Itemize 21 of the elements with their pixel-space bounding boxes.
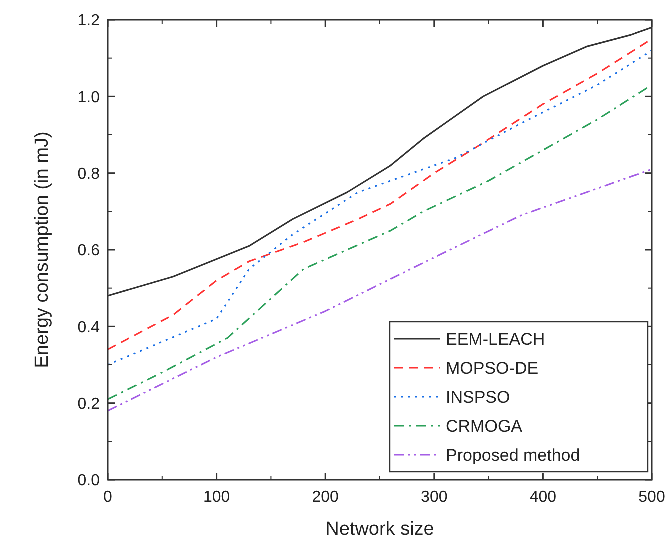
x-tick-label: 300 bbox=[421, 489, 448, 506]
legend-label: INSPSO bbox=[446, 388, 510, 407]
x-tick-label: 100 bbox=[203, 489, 230, 506]
y-tick-label: 0.6 bbox=[78, 242, 100, 260]
x-tick-label: 200 bbox=[312, 489, 340, 506]
legend-label: EEM-LEACH bbox=[446, 330, 546, 349]
x-tick-label: 500 bbox=[638, 489, 666, 506]
x-tick-label: 400 bbox=[530, 489, 557, 506]
x-axis-title: Network size bbox=[326, 519, 434, 540]
legend-label: Proposed method bbox=[446, 446, 580, 465]
y-tick-label: 0.0 bbox=[78, 472, 100, 490]
y-tick-label: 0.4 bbox=[78, 319, 100, 336]
line-series bbox=[107, 168, 653, 412]
y-tick-label: 1.2 bbox=[78, 12, 100, 30]
x-tick-label: 0 bbox=[104, 489, 113, 506]
legend-label: MOPSO-DE bbox=[446, 358, 539, 378]
y-tick-label: 0.2 bbox=[78, 396, 100, 413]
legend-label: CRMOGA bbox=[446, 416, 524, 436]
y-tick-label: 1.0 bbox=[78, 89, 100, 106]
y-tick-label: 0.8 bbox=[78, 166, 100, 183]
y-axis-title: Energy consumption (in mJ) bbox=[32, 132, 53, 368]
